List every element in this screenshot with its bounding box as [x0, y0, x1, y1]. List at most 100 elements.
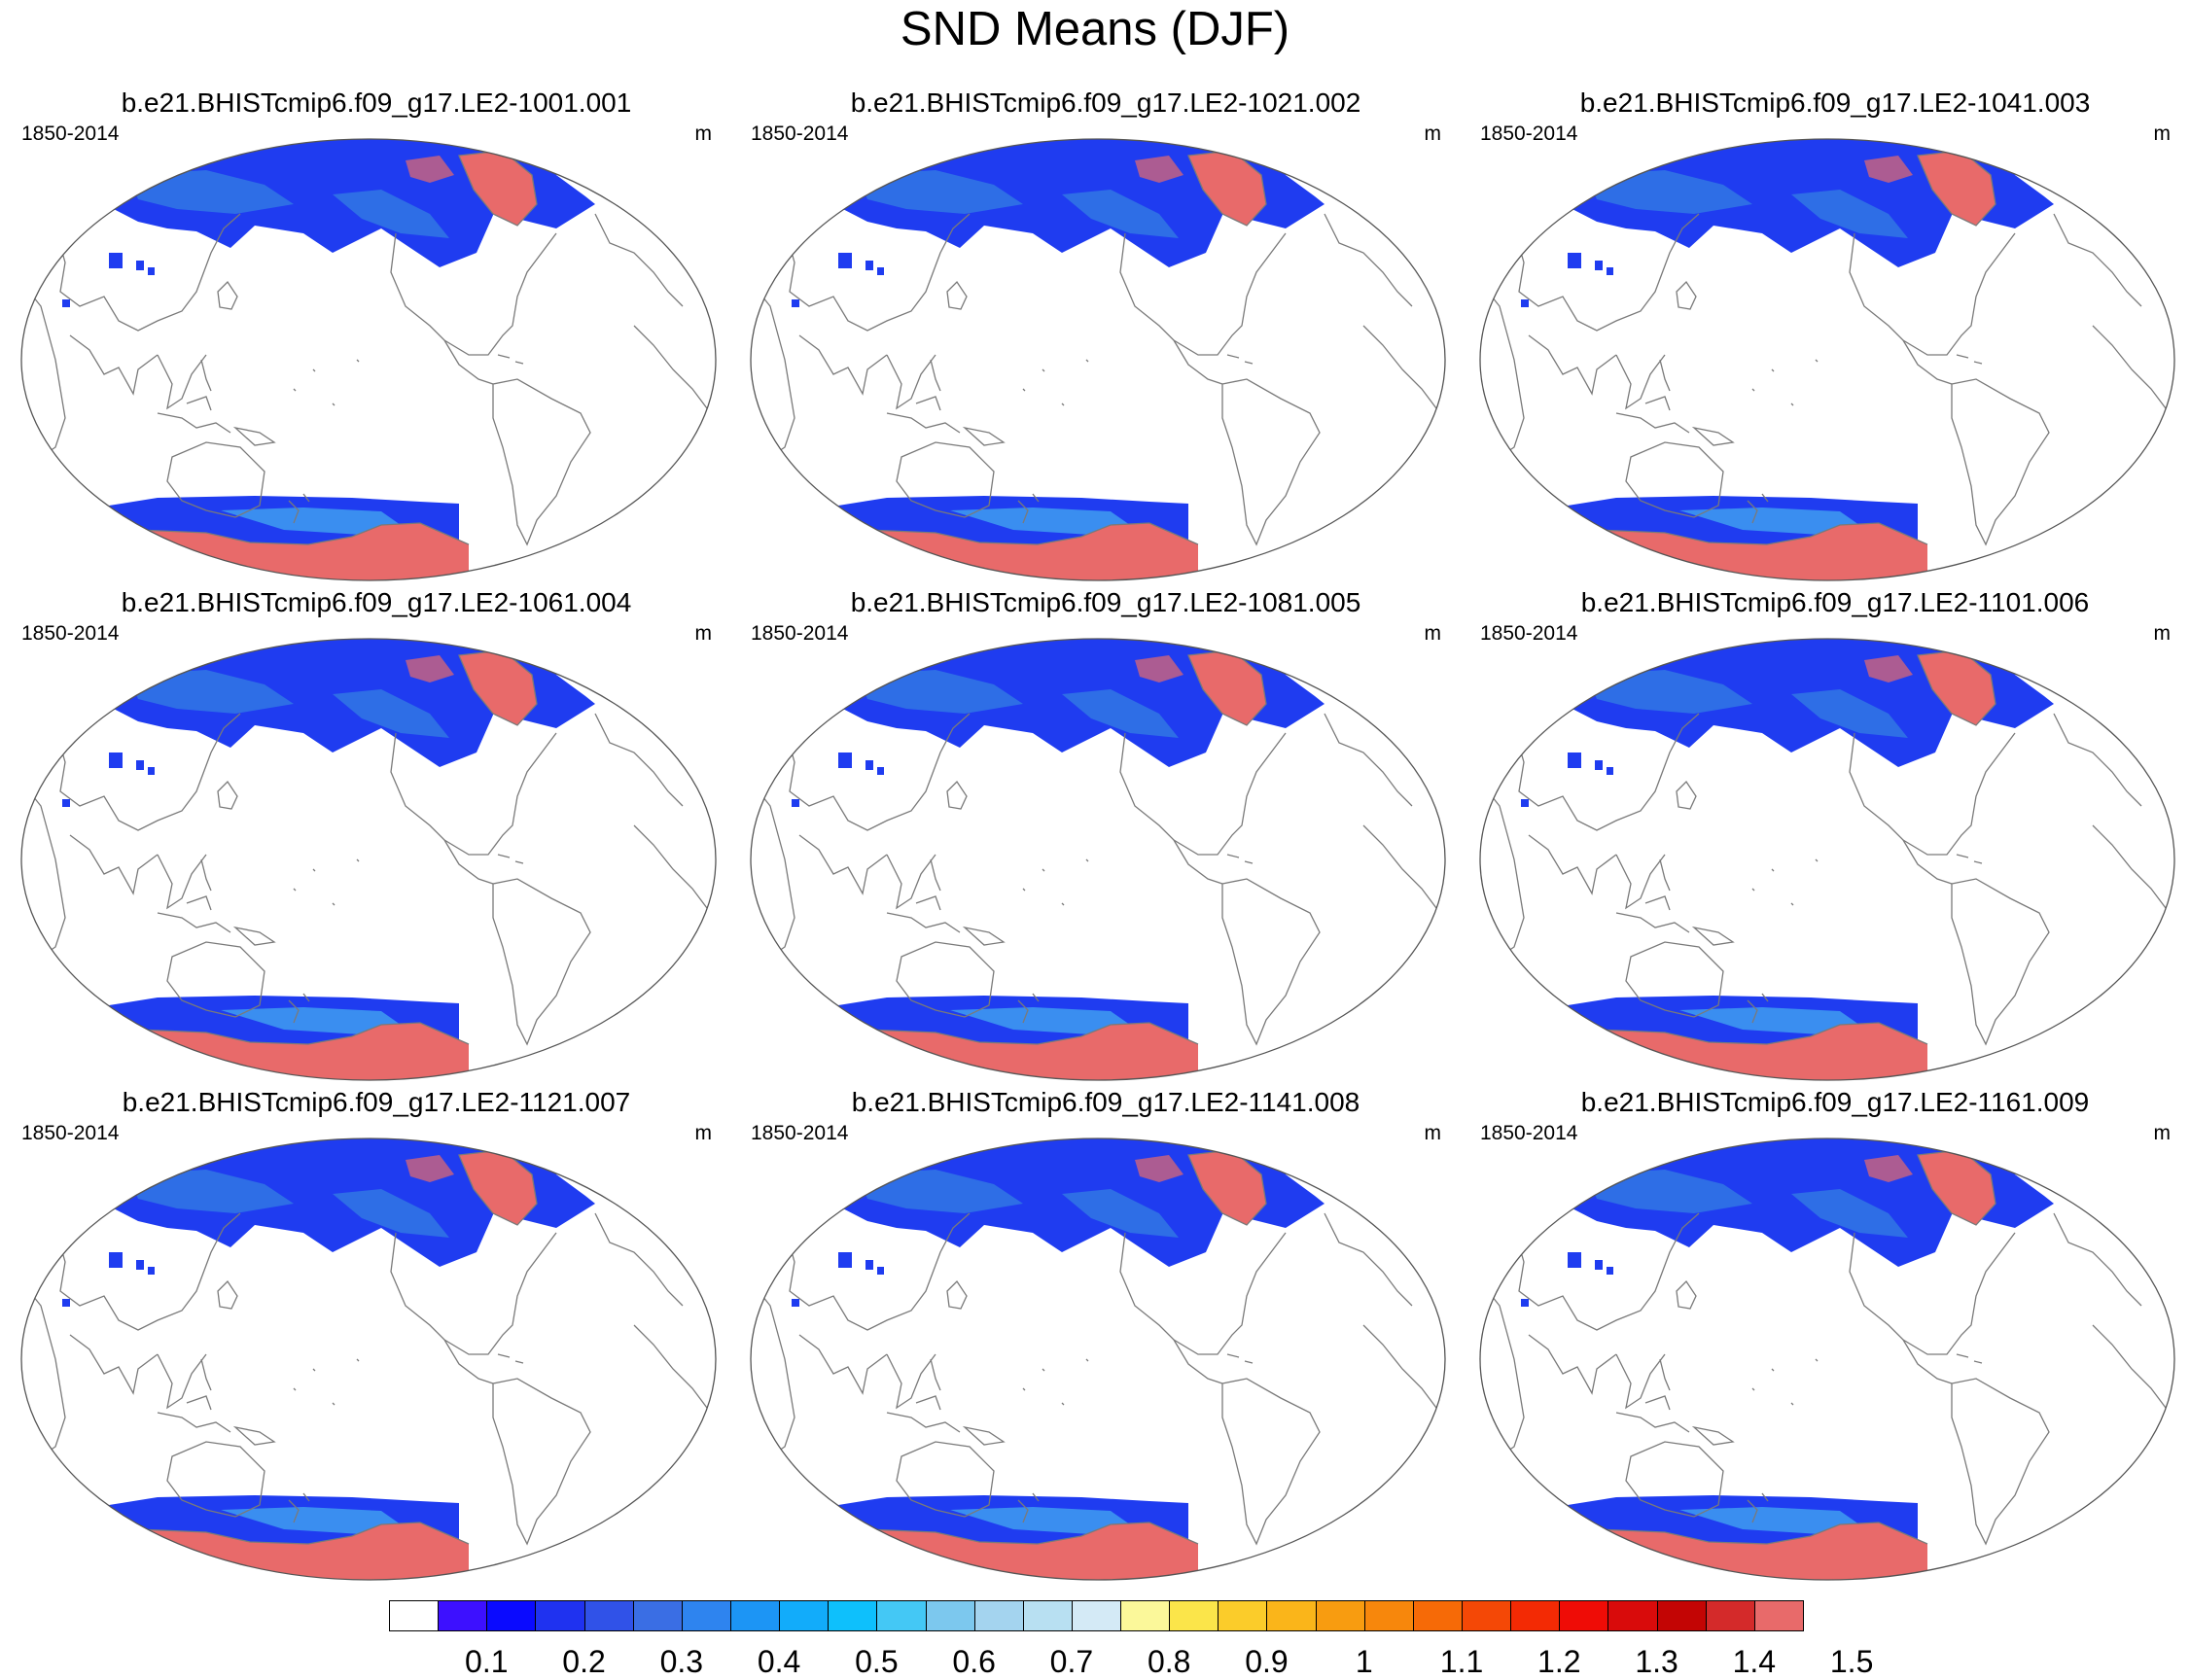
colorbar-label: 0.2: [562, 1644, 606, 1679]
globe-outline: [750, 138, 1446, 581]
globe-outline: [750, 638, 1446, 1081]
caribbean-islands: [1956, 354, 1983, 365]
colorbar-swatch: [1656, 1600, 1707, 1631]
colorbar-swatch: [1071, 1600, 1122, 1631]
arabia-india-coast: [1528, 334, 1617, 396]
tibet-snow-patch: [1595, 261, 1603, 270]
pacific-islands: [1022, 359, 1089, 406]
indonesia-islands: [157, 1395, 231, 1433]
colorbar-swatch: [1120, 1600, 1171, 1631]
world-map: [750, 1138, 1446, 1581]
world-map: [1479, 638, 2175, 1081]
colorbar-swatch: [1412, 1600, 1464, 1631]
central-america-coast: [443, 339, 494, 385]
arctic-islands-snow: [1864, 156, 1913, 183]
antarctic-sea-ice-snow: [221, 1507, 401, 1534]
central-america-coast: [1173, 839, 1223, 885]
world-map: [20, 638, 717, 1081]
arctic-islands-snow: [1135, 156, 1183, 183]
indonesia-islands: [886, 396, 961, 434]
north-america-coast: [1119, 1232, 1287, 1355]
africa-coast: [21, 281, 66, 458]
siberia-snow-mid: [128, 170, 294, 214]
colorbar-swatch: [1753, 1600, 1804, 1631]
europe-snow-cover: [770, 156, 804, 175]
colorbar-label: 1.5: [1829, 1644, 1874, 1679]
panel-period: 1850-2014: [21, 1122, 120, 1144]
colorbar-label: 0.5: [855, 1644, 899, 1679]
antarctic-sea-ice-snow: [221, 508, 401, 535]
europe-snow-cover: [770, 655, 804, 675]
europe-snow-cover: [1500, 1155, 1534, 1174]
new-guinea-coast: [1691, 426, 1735, 446]
south-america-coast: [1221, 878, 1321, 1046]
greenland-deep-snow: [1918, 151, 1996, 226]
europe-coast: [594, 713, 684, 807]
siberia-snow-mid: [1587, 670, 1752, 714]
north-america-coast: [390, 1232, 557, 1355]
colorbar-swatch: [1169, 1600, 1219, 1631]
map-panel: b.e21.BHISTcmip6.f09_g17.LE2-1061.004 185…: [12, 585, 741, 1086]
panel-title: b.e21.BHISTcmip6.f09_g17.LE2-1041.003: [1579, 88, 2091, 118]
north-america-snow-mid: [333, 190, 449, 238]
asia-coast: [1489, 1208, 1700, 1331]
tibet-snow-patch: [136, 1260, 144, 1270]
tibet-snow-patch: [838, 253, 852, 268]
svalbard-snow: [1665, 1140, 1675, 1148]
map-content: [751, 139, 1437, 580]
new-zealand-coast: [288, 493, 310, 524]
colorbar-swatch: [876, 1600, 927, 1631]
europe-coast: [2053, 213, 2142, 307]
japan-coast: [1676, 780, 1697, 810]
colorbar-swatch: [389, 1600, 440, 1631]
colorbar-swatch: [632, 1600, 683, 1631]
australia-coast: [1625, 1441, 1724, 1518]
panel-units: m: [1424, 622, 1442, 645]
panel-units: m: [2153, 122, 2172, 145]
colorbar-swatch: [1022, 1600, 1073, 1631]
colorbar-swatch: [681, 1600, 731, 1631]
central-america-coast: [1902, 1339, 1953, 1384]
philippines-coast: [200, 858, 212, 892]
north-america-coast: [1849, 232, 2016, 356]
world-map: [20, 138, 717, 581]
south-america-coast: [1951, 878, 2050, 1046]
caribbean-islands: [1226, 354, 1254, 365]
philippines-coast: [200, 359, 212, 392]
europe-snow-cover: [41, 156, 75, 175]
globe-outline: [1479, 138, 2175, 581]
alps-snow-patch: [62, 299, 70, 307]
colorbar-label: 0.1: [465, 1644, 509, 1679]
europe-snow-cover: [41, 1155, 75, 1174]
colorbar-label: 0.7: [1049, 1644, 1094, 1679]
south-america-coast: [1221, 1378, 1321, 1546]
southeast-asia-coast: [886, 354, 936, 410]
caribbean-islands: [497, 354, 524, 365]
map-panel: b.e21.BHISTcmip6.f09_g17.LE2-1001.001 185…: [12, 86, 741, 586]
antarctica-coast: [798, 1022, 1199, 1045]
map-panel: b.e21.BHISTcmip6.f09_g17.LE2-1081.005 185…: [741, 585, 1470, 1086]
map-content: [1480, 639, 2167, 1080]
colorbar-swatch: [1462, 1600, 1512, 1631]
philippines-coast: [930, 359, 941, 392]
africa-coast: [1480, 1280, 1525, 1457]
pacific-islands: [1751, 858, 1819, 906]
colorbar-swatch: [925, 1600, 975, 1631]
colorbar-swatch: [1266, 1600, 1317, 1631]
arabia-india-coast: [798, 834, 888, 895]
philippines-coast: [200, 1358, 212, 1391]
new-zealand-coast: [1747, 1492, 1769, 1523]
north-america-snow-mid: [1791, 689, 1908, 738]
panel-units: m: [694, 622, 713, 645]
indonesia-islands: [157, 396, 231, 434]
colorbar-swatch: [779, 1600, 830, 1631]
west-africa-coast: [1362, 1324, 1437, 1409]
tibet-snow-patch: [1568, 752, 1581, 768]
north-america-coast: [1849, 1232, 2016, 1355]
australia-coast: [896, 941, 995, 1018]
asia-coast: [759, 208, 971, 332]
north-america-snow-mid: [333, 689, 449, 738]
world-map: [20, 1138, 717, 1581]
colorbar-label: 0.8: [1147, 1644, 1191, 1679]
tibet-snow-patch: [109, 752, 123, 768]
